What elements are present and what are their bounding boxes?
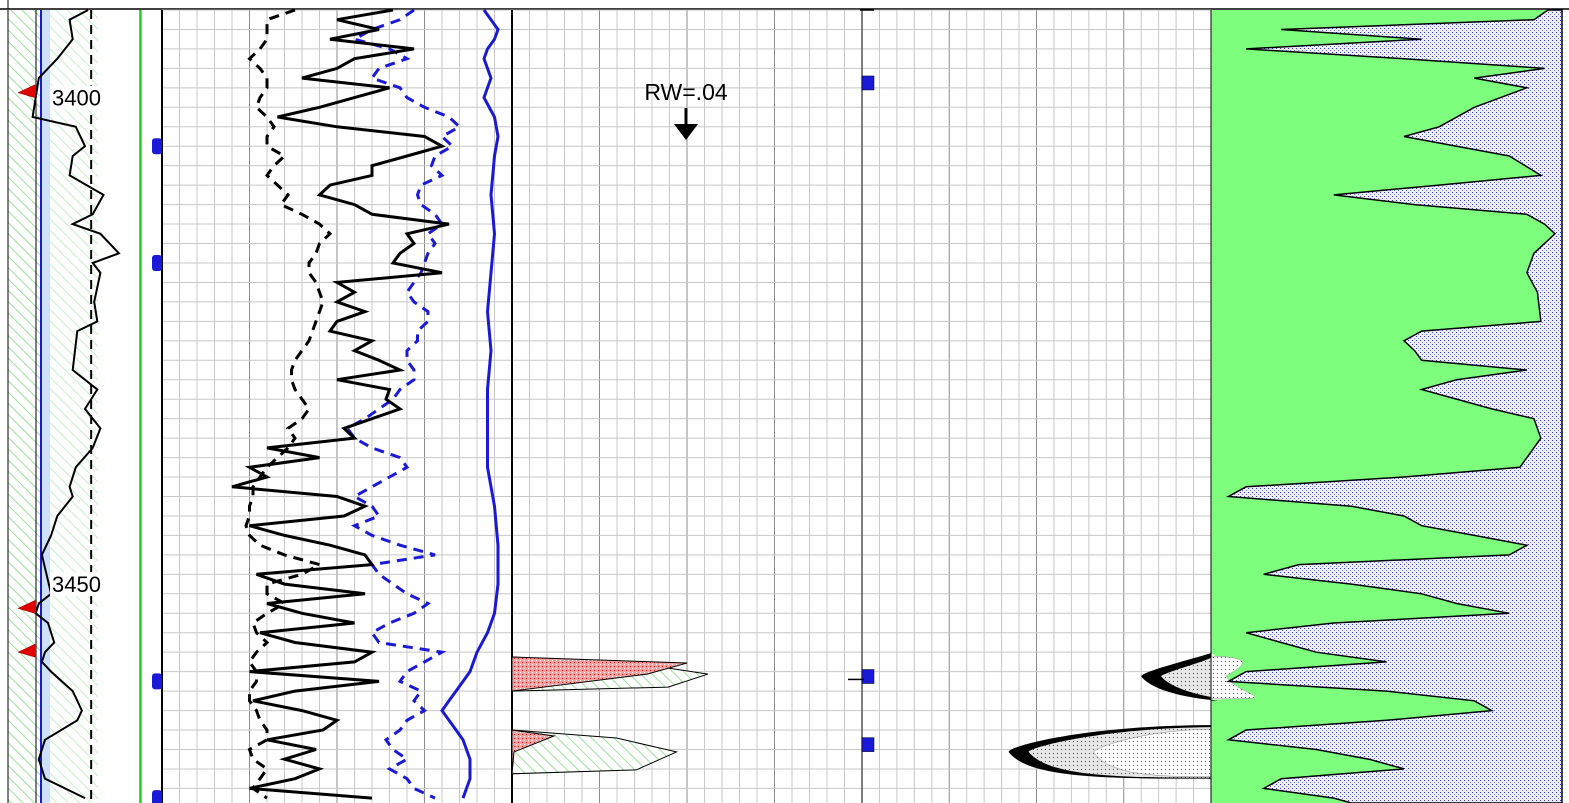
dashed-blue-curve: [345, 8, 463, 800]
depth-label-background: [50, 572, 118, 597]
track1-blue-band: [42, 10, 50, 803]
rw-annotation-label: RW=.04: [644, 79, 728, 105]
track2-blue-marker: [152, 254, 162, 271]
depth-label-background: [50, 85, 118, 110]
white-dotted-zone: [1210, 655, 1256, 700]
track4-blue-marker: [861, 737, 875, 752]
red-shaded-zone: [511, 656, 688, 692]
red-flag-marker: [17, 600, 36, 614]
red-flag-marker: [17, 643, 36, 658]
depth-label: 3400: [52, 86, 101, 111]
density-curve: [231, 8, 450, 800]
gamma-ray-curve: [31, 9, 121, 799]
gray-shaded-zone: [1161, 654, 1224, 700]
track1-hatch-fill-right: [50, 10, 98, 803]
track2-blue-marker: [152, 138, 162, 155]
depth-label: 3450: [52, 572, 101, 597]
rw-annotation-arrowhead: [674, 124, 698, 140]
log-curves: [17, 8, 1563, 803]
chart-labels: 3400 3450 RW=.04: [50, 79, 728, 597]
track4-blue-marker: [861, 75, 875, 91]
red-shaded-zone: [511, 729, 556, 774]
red-flag-marker: [17, 84, 36, 99]
track1-hatch-fill: [8, 10, 42, 803]
blue-dotted-profile: [1225, 9, 1563, 803]
blue-solid-curve: [440, 9, 500, 799]
dashed-porosity-curve: [244, 8, 333, 800]
track2-blue-marker: [152, 790, 162, 803]
white-dotted-zone: [1093, 728, 1212, 777]
track2-blue-marker: [152, 673, 162, 690]
track4-blue-marker: [861, 669, 875, 684]
